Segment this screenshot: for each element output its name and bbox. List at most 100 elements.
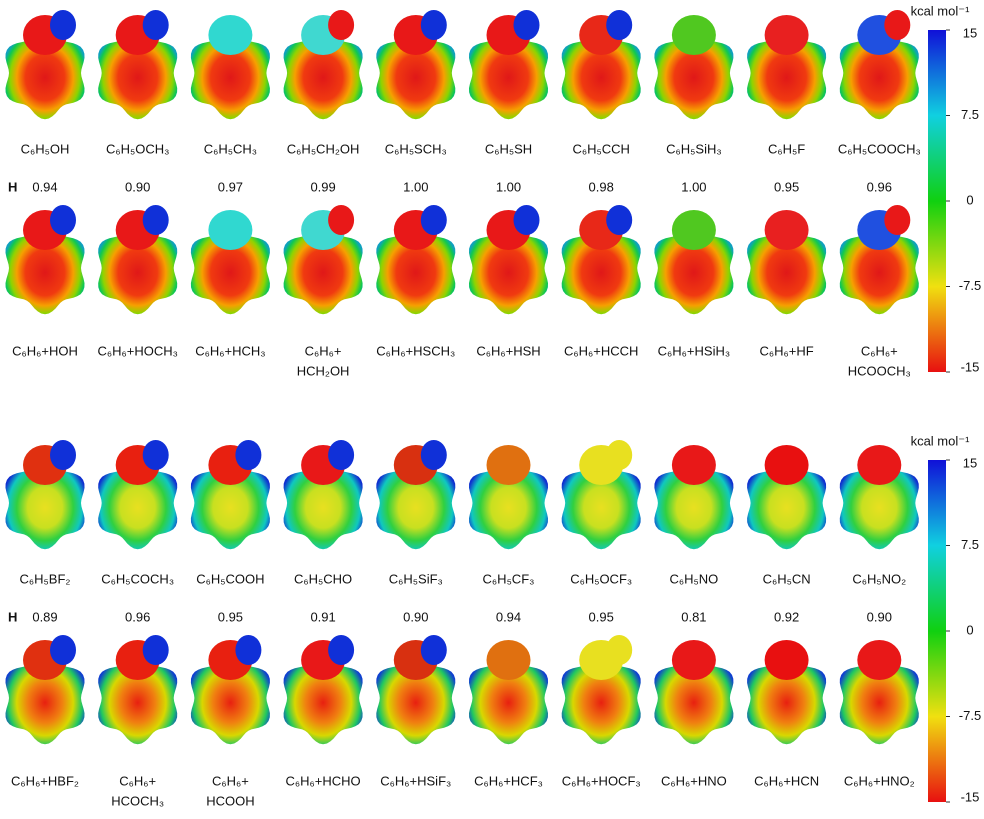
complex-label: C₆H₆+HSH <box>476 343 540 358</box>
esp-substituent <box>671 15 716 55</box>
complex-label: HCOOCH₃ <box>848 363 911 378</box>
esp-surface <box>561 221 641 315</box>
colorbar <box>928 30 946 372</box>
esp-surface <box>469 456 548 550</box>
h-value: 0.90 <box>125 179 150 194</box>
h-value: 0.95 <box>218 609 243 624</box>
h-value: 0.94 <box>32 179 57 194</box>
complex-label: C₆H₆+ <box>119 773 156 788</box>
esp-surface <box>190 221 270 315</box>
complex-label: C₆H₆+HBF₂ <box>11 773 79 788</box>
colorbar <box>928 460 946 802</box>
complex-label: C₆H₆+HCHO <box>286 773 361 788</box>
molecule-label: C₆H₅NO <box>670 571 719 586</box>
esp-substituent-tip <box>606 205 633 235</box>
esp-surface <box>98 456 178 550</box>
h-value: 0.96 <box>125 609 150 624</box>
complex-label: C₆H₆+HSiF₃ <box>380 773 451 788</box>
molecule-label: C₆H₅CF₃ <box>483 571 535 586</box>
complex-label: HCOCH₃ <box>111 793 164 808</box>
esp-surface <box>747 26 827 120</box>
esp-substituent-tip <box>235 440 262 470</box>
esp-surface <box>376 221 456 315</box>
esp-substituent-tip <box>142 635 169 665</box>
esp-substituent-tip <box>142 205 169 235</box>
h-value: 0.90 <box>403 609 428 624</box>
esp-substituent-tip <box>235 635 262 665</box>
h-value: 0.91 <box>310 609 335 624</box>
molecule-label: C₆H₅OCH₃ <box>106 141 169 156</box>
esp-substituent-tip <box>420 10 447 40</box>
h-label: H <box>8 609 17 624</box>
h-value: 0.99 <box>310 179 335 194</box>
complex-label: C₆H₆+HCH₃ <box>195 343 265 358</box>
complex-label: HCH₂OH <box>297 363 350 378</box>
esp-substituent-tip <box>328 440 355 470</box>
esp-surface <box>376 651 456 745</box>
colorbar-tick-label: 15 <box>963 25 977 40</box>
colorbar-tick-label: -15 <box>961 789 980 804</box>
esp-substituent-tip <box>420 205 447 235</box>
h-label: H <box>8 179 17 194</box>
molecule-label: C₆H₅F <box>768 141 805 156</box>
esp-substituent-tip <box>606 635 633 665</box>
esp-surface <box>376 26 456 120</box>
h-value: 0.97 <box>218 179 243 194</box>
colorbar-tick-label: -7.5 <box>959 708 981 723</box>
esp-surface <box>747 651 827 745</box>
esp-surface <box>654 456 734 550</box>
esp-surface <box>5 651 85 745</box>
esp-surface <box>283 456 363 550</box>
esp-substituent-tip <box>606 440 633 470</box>
molecule-label: C₆H₅SCH₃ <box>385 141 447 156</box>
esp-substituent-tip <box>50 440 76 470</box>
molecule-label: C₆H₅BF₂ <box>20 571 71 586</box>
complex-label: HCOOH <box>206 793 254 808</box>
esp-surface <box>5 221 85 315</box>
complex-label: C₆H₆+HCCH <box>564 343 638 358</box>
colorbar-label: kcal mol⁻¹ <box>911 3 971 18</box>
esp-surface <box>747 456 827 550</box>
colorbar-tick-label: 7.5 <box>961 107 979 122</box>
esp-substituent-tip <box>50 10 76 40</box>
esp-surface <box>839 456 919 550</box>
esp-surface <box>654 26 734 120</box>
esp-surface <box>190 456 270 550</box>
h-value: 0.92 <box>774 609 799 624</box>
esp-substituent-tip <box>884 10 911 40</box>
molecule-label: C₆H₅SH <box>485 141 532 156</box>
molecule-label: C₆H₅COCH₃ <box>101 571 174 586</box>
esp-surface <box>5 26 85 120</box>
molecule-label: C₆H₅CN <box>763 571 811 586</box>
esp-substituent-tip <box>328 10 355 40</box>
complex-label: C₆H₆+HSiH₃ <box>658 343 730 358</box>
molecule-label: C₆H₅COOH <box>196 571 264 586</box>
molecule-label: C₆H₅COOCH₃ <box>838 141 921 156</box>
molecule-label: C₆H₅OCF₃ <box>570 571 632 586</box>
esp-surface <box>98 26 178 120</box>
molecule-label: C₆H₅SiH₃ <box>666 141 722 156</box>
esp-substituent <box>764 210 809 250</box>
molecule-label: C₆H₅NO₂ <box>852 571 906 586</box>
esp-surface <box>839 221 919 315</box>
esp-substituent <box>857 445 902 485</box>
esp-substituent-tip <box>884 205 911 235</box>
h-value: 0.98 <box>589 179 614 194</box>
h-value: 0.94 <box>496 609 521 624</box>
molecule-label: C₆H₅CCH <box>572 141 629 156</box>
h-value: 1.00 <box>496 179 521 194</box>
h-value: 1.00 <box>403 179 428 194</box>
esp-substituent <box>486 445 531 485</box>
esp-substituent <box>764 640 809 680</box>
esp-surface <box>283 26 363 120</box>
complex-label: C₆H₆+HOCF₃ <box>562 773 641 788</box>
colorbar-tick-label: 7.5 <box>961 537 979 552</box>
esp-surface <box>283 221 363 315</box>
esp-substituent-tip <box>142 10 169 40</box>
esp-substituent <box>208 210 253 250</box>
esp-substituent-tip <box>420 635 447 665</box>
esp-substituent <box>857 640 902 680</box>
esp-substituent-tip <box>513 10 540 40</box>
